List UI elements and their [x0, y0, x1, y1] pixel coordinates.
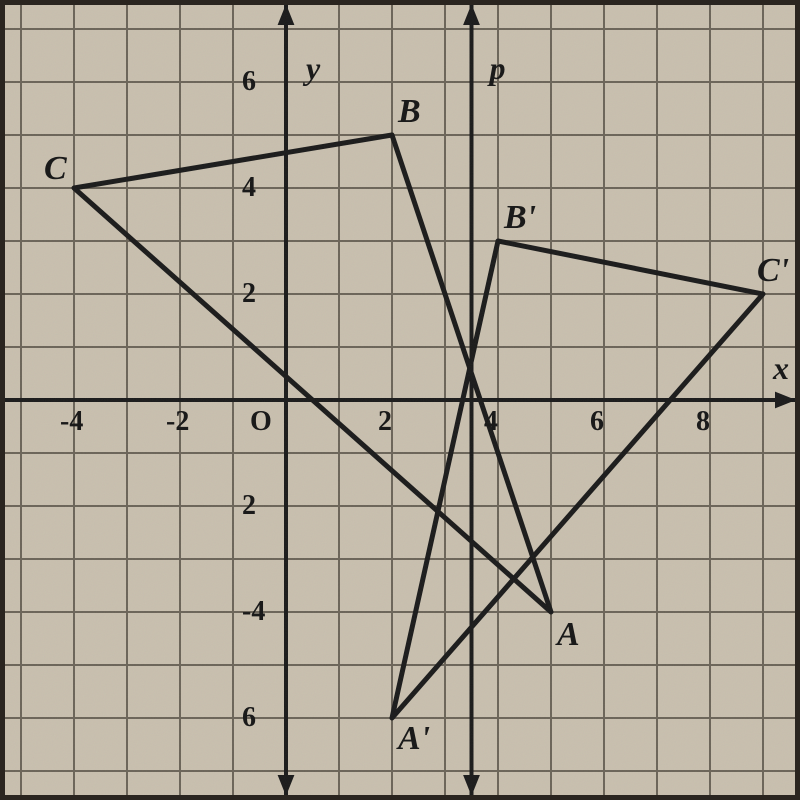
point-A-prime: A': [398, 720, 430, 758]
x-tick--4: -4: [60, 406, 83, 438]
y-tick--2: 2: [242, 490, 256, 522]
y-axis-label: y: [306, 50, 320, 87]
point-C-prime: C': [757, 252, 789, 290]
point-C: C: [44, 150, 67, 188]
origin-label: O: [250, 406, 272, 438]
point-B: B: [398, 93, 421, 131]
x-tick-8: 8: [696, 406, 710, 438]
x-tick-6: 6: [590, 406, 604, 438]
x-tick-2: 2: [378, 406, 392, 438]
y-tick--4: -4: [242, 596, 265, 628]
coordinate-grid: y x p O -4 -2 2 4 6 8 6 4 2 2 -4 6 A B C A' B' C': [0, 0, 800, 800]
p-line-label: p: [490, 50, 506, 87]
x-tick--2: -2: [166, 406, 189, 438]
point-B-prime: B': [504, 199, 536, 237]
y-tick-2: 2: [242, 278, 256, 310]
x-tick-4: 4: [484, 406, 498, 438]
point-A: A: [557, 616, 580, 654]
y-tick-6: 6: [242, 66, 256, 98]
y-tick--6: 6: [242, 702, 256, 734]
y-tick-4: 4: [242, 172, 256, 204]
x-axis-label: x: [773, 350, 789, 387]
